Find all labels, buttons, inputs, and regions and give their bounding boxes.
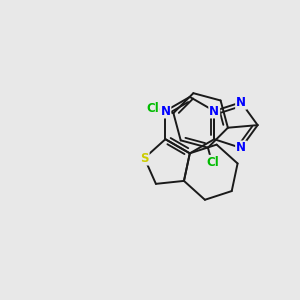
- Text: N: N: [236, 141, 246, 154]
- Text: N: N: [160, 104, 170, 118]
- Text: N: N: [209, 104, 219, 118]
- Text: S: S: [140, 152, 149, 165]
- Text: Cl: Cl: [206, 156, 219, 169]
- Text: N: N: [236, 96, 246, 109]
- Text: Cl: Cl: [146, 102, 159, 115]
